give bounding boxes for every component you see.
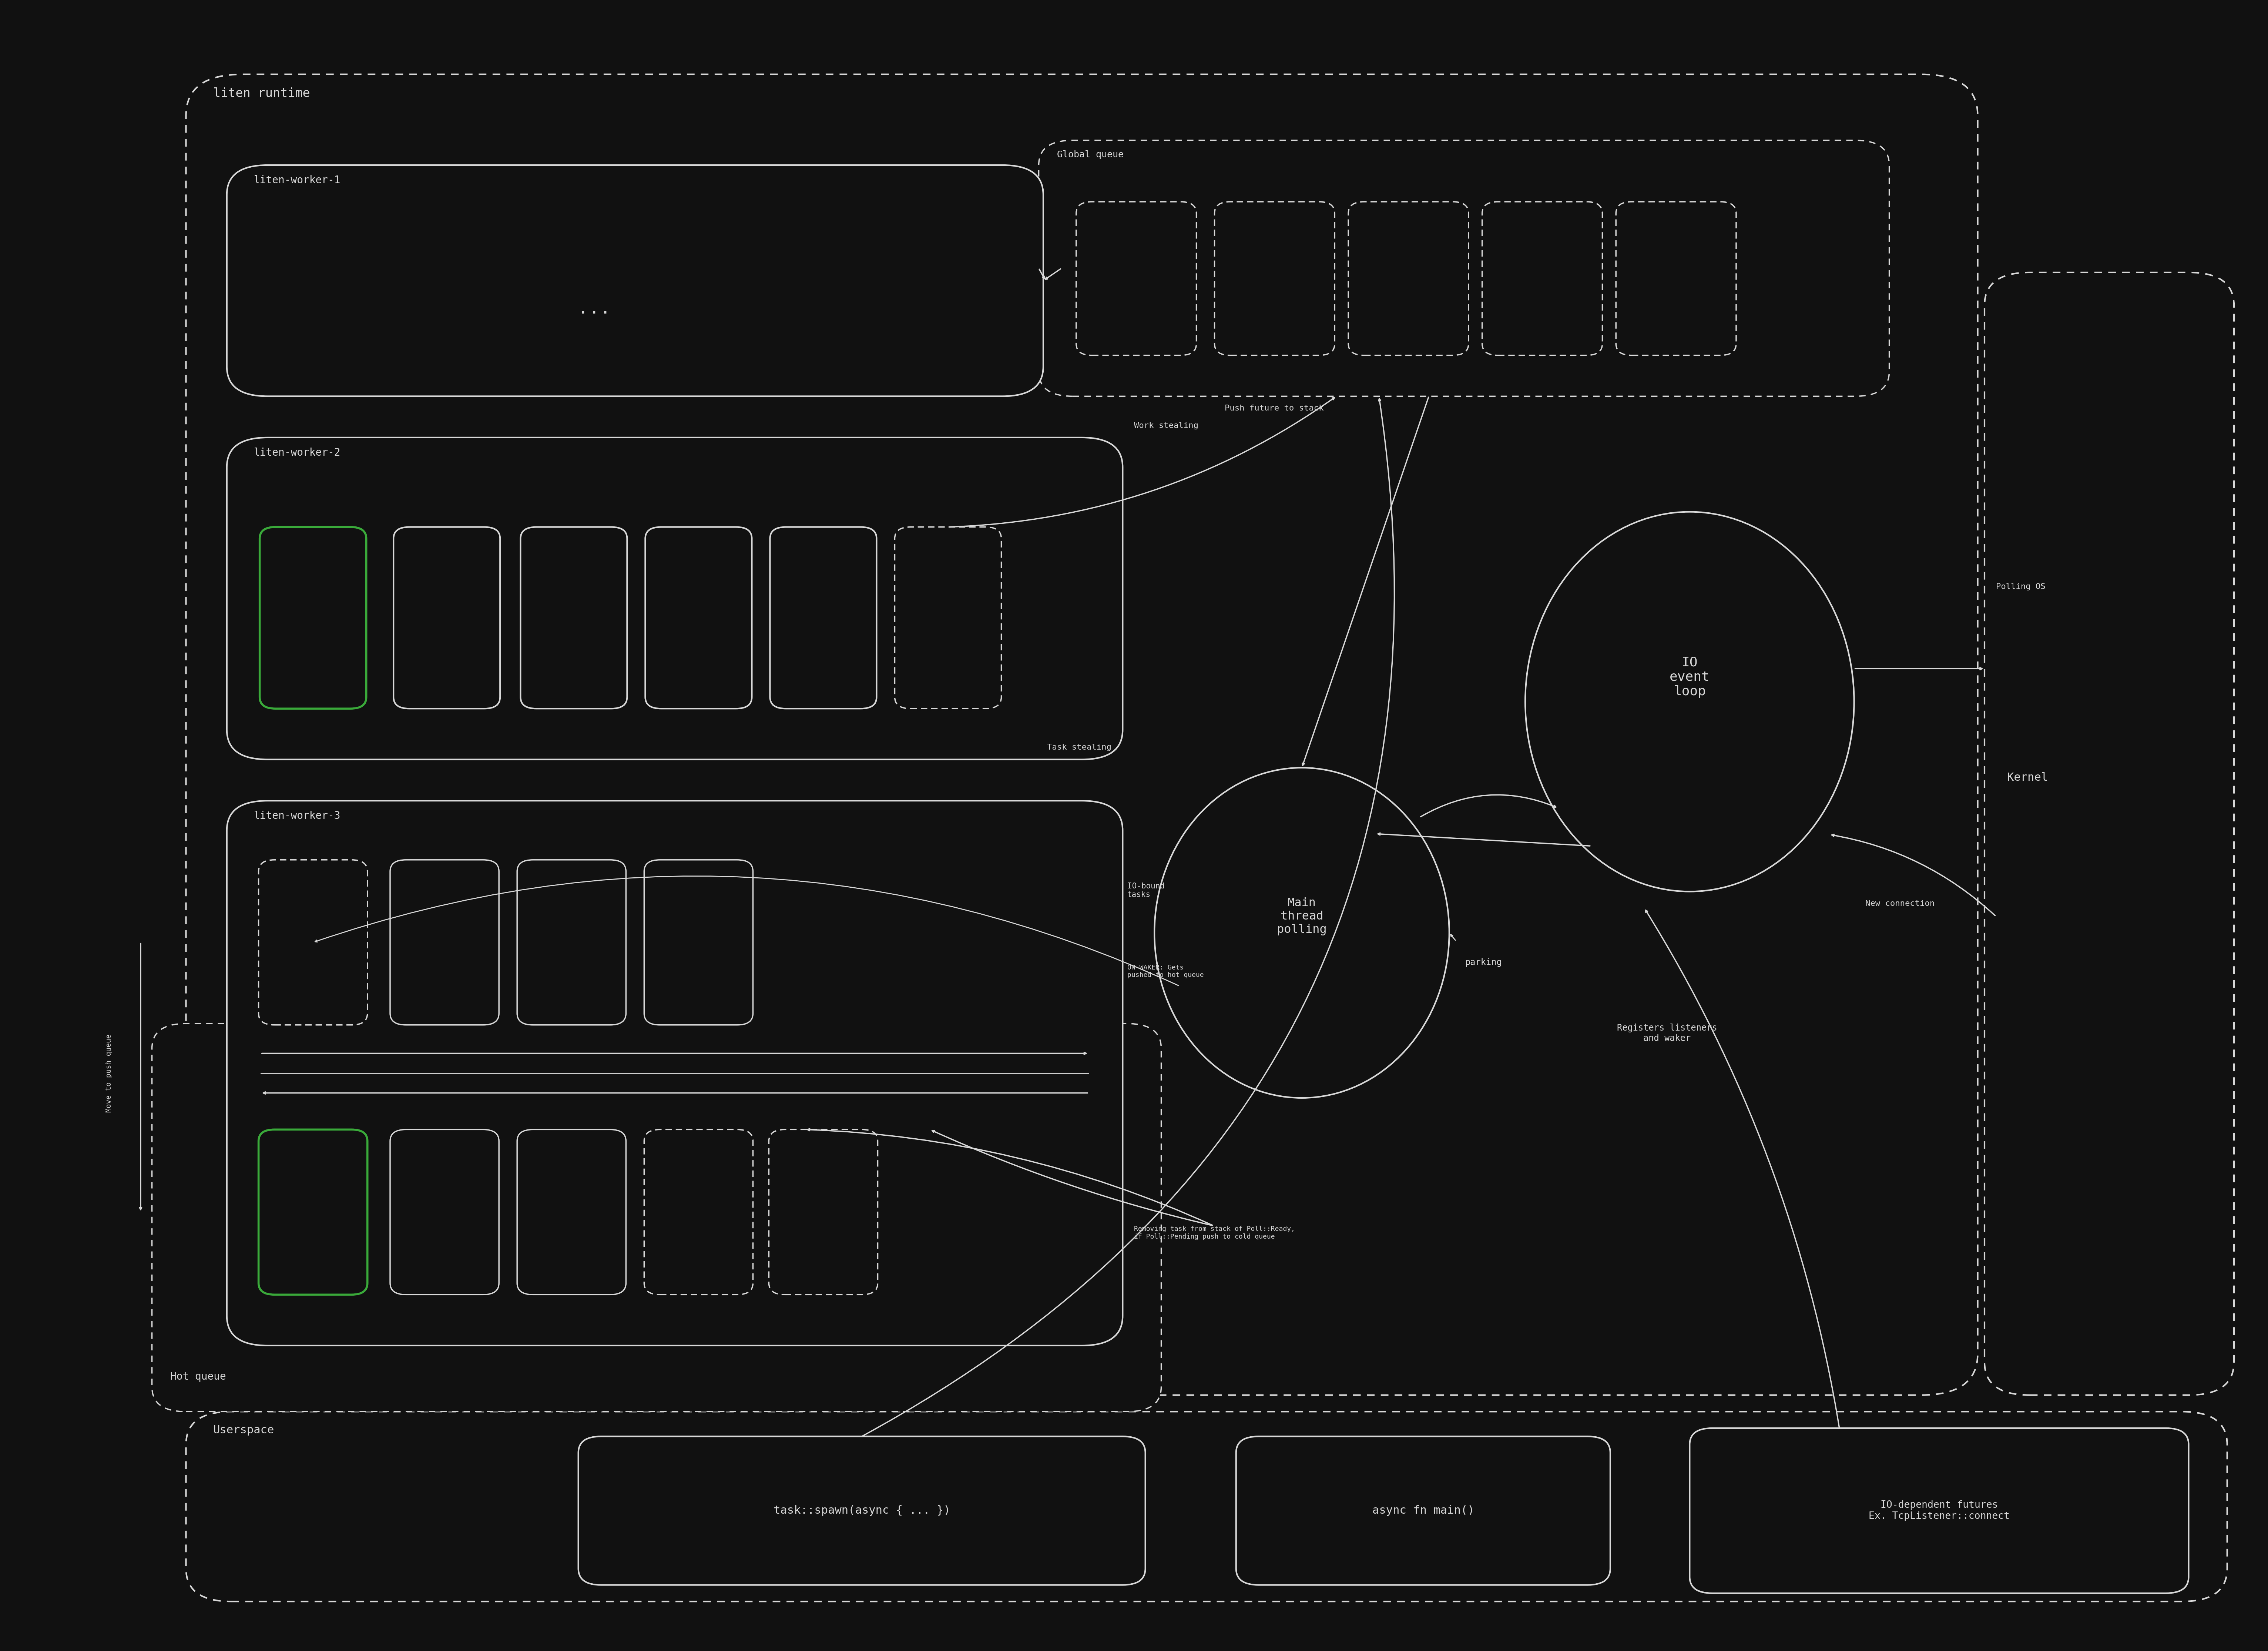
FancyBboxPatch shape	[1236, 1436, 1610, 1585]
Text: Polling OS: Polling OS	[1996, 583, 2046, 591]
FancyBboxPatch shape	[769, 1129, 878, 1294]
FancyBboxPatch shape	[522, 527, 626, 708]
FancyBboxPatch shape	[644, 527, 751, 708]
Text: liten runtime: liten runtime	[213, 88, 311, 99]
FancyBboxPatch shape	[227, 165, 1043, 396]
FancyBboxPatch shape	[1483, 201, 1603, 355]
FancyBboxPatch shape	[1615, 201, 1737, 355]
Text: ...: ...	[578, 299, 610, 317]
Text: async fn main(): async fn main()	[1372, 1506, 1474, 1516]
FancyBboxPatch shape	[1347, 201, 1470, 355]
Text: Registers listeners
and waker: Registers listeners and waker	[1617, 1024, 1717, 1043]
Text: liten-worker-1: liten-worker-1	[254, 175, 340, 185]
FancyBboxPatch shape	[769, 527, 875, 708]
FancyBboxPatch shape	[1075, 201, 1198, 355]
FancyBboxPatch shape	[1216, 201, 1336, 355]
Ellipse shape	[1524, 512, 1853, 892]
Text: IO-bound
tasks: IO-bound tasks	[1127, 882, 1163, 898]
FancyBboxPatch shape	[390, 860, 499, 1025]
Ellipse shape	[1154, 768, 1449, 1098]
FancyBboxPatch shape	[186, 1412, 2227, 1601]
FancyBboxPatch shape	[1690, 1428, 2189, 1593]
FancyBboxPatch shape	[390, 1129, 499, 1294]
FancyBboxPatch shape	[644, 1129, 753, 1294]
Text: Hot queue: Hot queue	[170, 1372, 227, 1382]
FancyBboxPatch shape	[259, 860, 367, 1025]
Text: liten-worker-3: liten-worker-3	[254, 811, 340, 821]
Text: Main
thread
polling: Main thread polling	[1277, 896, 1327, 936]
FancyBboxPatch shape	[259, 1129, 367, 1294]
Text: Move to push queue: Move to push queue	[104, 1034, 113, 1113]
FancyBboxPatch shape	[644, 860, 753, 1025]
FancyBboxPatch shape	[517, 860, 626, 1025]
Text: Push future to stack: Push future to stack	[1225, 404, 1325, 411]
Text: Work stealing: Work stealing	[1134, 423, 1198, 429]
Text: ON WAKER: Gets
pushed to hot queue: ON WAKER: Gets pushed to hot queue	[1127, 964, 1204, 979]
FancyBboxPatch shape	[517, 1129, 626, 1294]
Text: Global queue: Global queue	[1057, 150, 1123, 158]
FancyBboxPatch shape	[395, 527, 501, 708]
Text: IO-dependent futures
Ex. TcpListener::connect: IO-dependent futures Ex. TcpListener::co…	[1869, 1501, 2009, 1521]
FancyBboxPatch shape	[578, 1436, 1145, 1585]
Text: Task stealing: Task stealing	[1048, 745, 1111, 751]
Text: New connection: New connection	[1864, 900, 1935, 906]
FancyBboxPatch shape	[894, 527, 1000, 708]
Text: Userspace: Userspace	[213, 1425, 274, 1436]
FancyBboxPatch shape	[186, 74, 1978, 1395]
FancyBboxPatch shape	[152, 1024, 1161, 1412]
Text: Kernel: Kernel	[2007, 773, 2048, 783]
FancyBboxPatch shape	[261, 527, 367, 708]
Text: task::spawn(async { ... }): task::spawn(async { ... })	[773, 1506, 950, 1516]
FancyBboxPatch shape	[227, 801, 1123, 1346]
FancyBboxPatch shape	[227, 438, 1123, 759]
Text: Removing task from stack of Poll::Ready,
if Poll::Pending push to cold queue: Removing task from stack of Poll::Ready,…	[1134, 1225, 1295, 1240]
Text: liten-worker-2: liten-worker-2	[254, 447, 340, 457]
FancyBboxPatch shape	[1039, 140, 1889, 396]
FancyBboxPatch shape	[1984, 272, 2234, 1395]
Text: IO
event
loop: IO event loop	[1669, 655, 1710, 698]
Text: parking: parking	[1465, 958, 1501, 967]
